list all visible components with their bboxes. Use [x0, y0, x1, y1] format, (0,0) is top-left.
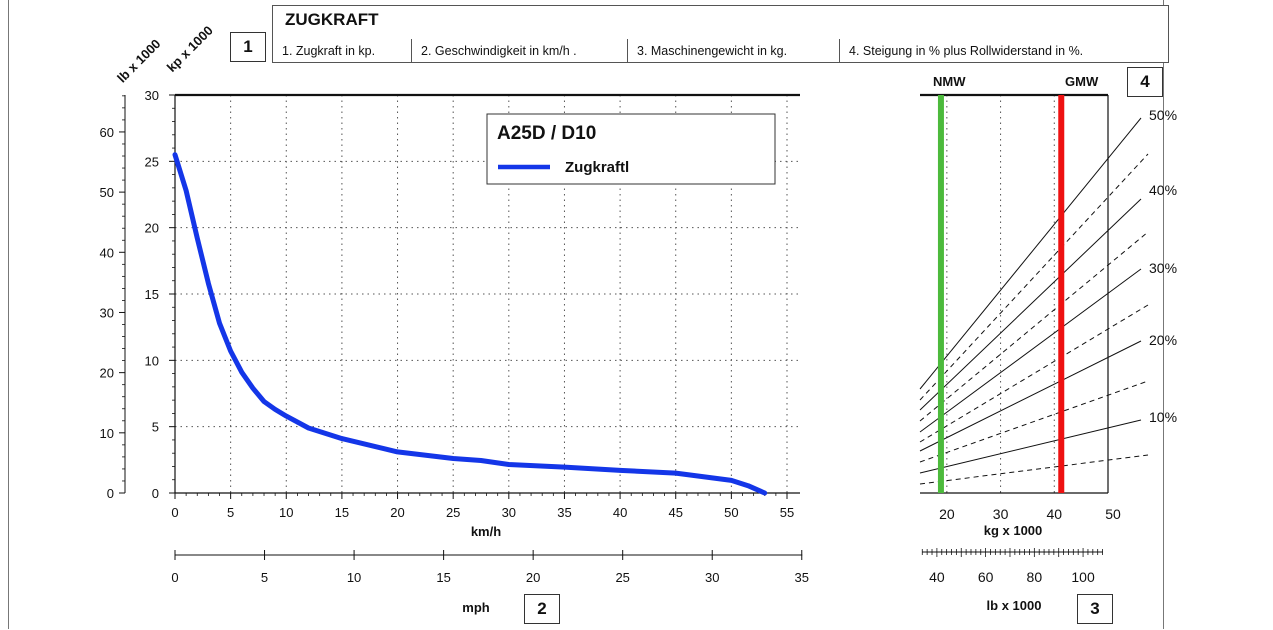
- x2-tick-label: 10: [347, 570, 361, 585]
- y-tick-label: 0: [152, 486, 159, 501]
- box-number-2: 2: [524, 594, 560, 624]
- x-tick-label: 5: [227, 505, 234, 520]
- x2-tick-label: 0: [171, 570, 178, 585]
- grade-percent-label: 10%: [1149, 409, 1177, 425]
- x-axis-label: km/h: [471, 524, 501, 539]
- x-tick-label: 0: [171, 505, 178, 520]
- grade-lb-axis-label: lb x 1000: [987, 598, 1042, 613]
- x2-tick-label: 5: [261, 570, 268, 585]
- y-tick-label: 30: [145, 88, 159, 103]
- y2-tick-label: 0: [107, 486, 114, 501]
- x-tick-label: 45: [668, 505, 682, 520]
- grade-percent-label: 50%: [1149, 107, 1177, 123]
- y2-tick-label: 40: [100, 245, 114, 260]
- box-number-4: 4: [1127, 67, 1163, 97]
- x-tick-label: 10: [279, 505, 293, 520]
- grade-x-tick-label: 40: [1046, 506, 1062, 522]
- y-tick-label: 20: [145, 221, 159, 236]
- y-tick-label: 10: [145, 353, 159, 368]
- header-item-2: 2. Geschwindigkeit in km/h .: [412, 39, 628, 63]
- grade-line-solid: [919, 419, 1142, 474]
- marker-label-gmw: GMW: [1065, 74, 1099, 89]
- x2-tick-label: 15: [436, 570, 450, 585]
- y2-tick-label: 50: [100, 185, 114, 200]
- header-item-4: 4. Steigung in % plus Rollwiderstand in …: [849, 44, 1084, 58]
- grade-percent-label: 40%: [1149, 182, 1177, 198]
- grade-line-solid: [919, 268, 1142, 433]
- grade-percent-label: 30%: [1149, 260, 1177, 276]
- y-tick-label: 5: [152, 420, 159, 435]
- grade-x-axis-label: kg x 1000: [984, 523, 1043, 538]
- y2-tick-label: 10: [100, 426, 114, 441]
- grade-line-solid: [919, 198, 1142, 411]
- grade-line-solid: [919, 117, 1142, 390]
- grade-lb-tick-label: 80: [1027, 569, 1043, 585]
- legend-box: [486, 113, 776, 185]
- box-number-3: 3: [1077, 594, 1113, 624]
- header-item-1: 1. Zugkraft in kp.: [273, 39, 412, 63]
- grade-line-dashed: [919, 231, 1149, 422]
- header-items: 1. Zugkraft in kp. 2. Geschwindigkeit in…: [273, 39, 1168, 64]
- grade-x-tick-label: 50: [1105, 506, 1121, 522]
- x2-tick-label: 35: [795, 570, 809, 585]
- y2-tick-label: 30: [100, 305, 114, 320]
- grade-line-dashed: [919, 380, 1149, 463]
- x-tick-label: 15: [335, 505, 349, 520]
- x2-tick-label: 25: [615, 570, 629, 585]
- x-tick-label: 35: [557, 505, 571, 520]
- grade-lb-tick-label: 100: [1071, 569, 1095, 585]
- x-tick-label: 20: [390, 505, 404, 520]
- header-box: ZUGKRAFT 1. Zugkraft in kp. 2. Geschwind…: [272, 5, 1169, 63]
- grade-x-tick-label: 20: [939, 506, 955, 522]
- x-tick-label: 25: [446, 505, 460, 520]
- grade-line-solid: [919, 340, 1142, 452]
- legend-label: Zugkraftl: [565, 159, 629, 176]
- page-frame: [8, 0, 1164, 629]
- marker-label-nmw: NMW: [933, 74, 966, 89]
- chart-title: A25D / D10: [497, 123, 596, 144]
- y2-tick-label: 20: [100, 366, 114, 381]
- grade-percent-label: 20%: [1149, 332, 1177, 348]
- x2-tick-label: 30: [705, 570, 719, 585]
- header-item-3: 3. Maschinengewicht in kg.: [628, 39, 840, 63]
- x-tick-label: 50: [724, 505, 738, 520]
- x2-axis-label: mph: [462, 600, 490, 615]
- grade-line-dashed: [919, 454, 1149, 485]
- x-tick-label: 40: [613, 505, 627, 520]
- x2-tick-label: 20: [526, 570, 540, 585]
- y-axis-label: kp x 1000: [164, 23, 216, 75]
- y2-axis-label: lb x 1000: [114, 36, 163, 85]
- y-tick-label: 15: [145, 287, 159, 302]
- box-number-1: 1: [230, 32, 266, 62]
- x-tick-label: 55: [780, 505, 794, 520]
- y2-tick-label: 60: [100, 125, 114, 140]
- grade-lb-tick-label: 60: [978, 569, 994, 585]
- header-title: ZUGKRAFT: [285, 10, 379, 29]
- series-line-zugkraft: [172, 152, 768, 496]
- grade-line-dashed: [919, 153, 1149, 401]
- grade-x-tick-label: 30: [993, 506, 1009, 522]
- y-tick-label: 25: [145, 154, 159, 169]
- grade-lb-tick-label: 40: [929, 569, 945, 585]
- x-tick-label: 30: [502, 505, 516, 520]
